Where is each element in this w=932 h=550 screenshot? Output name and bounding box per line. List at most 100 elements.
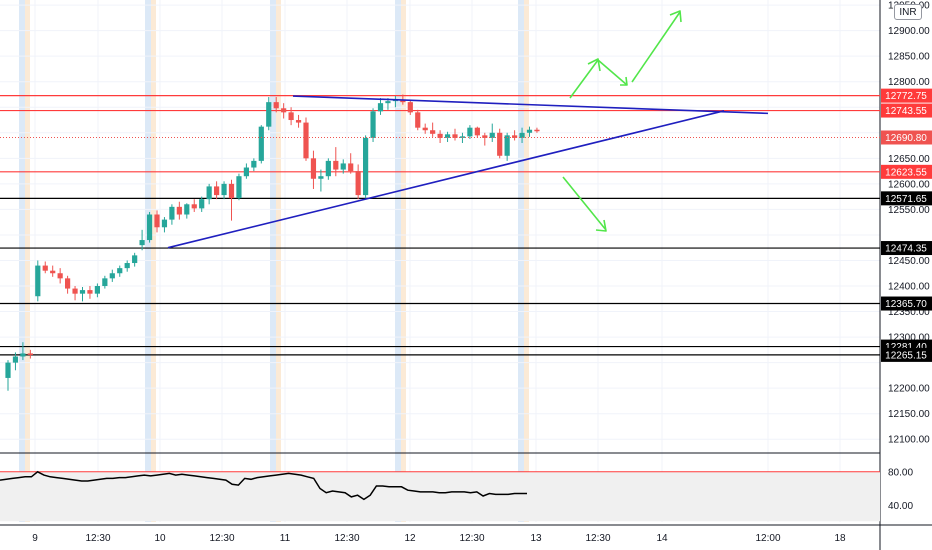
candle-body	[87, 290, 93, 294]
candle-body	[124, 263, 130, 269]
time-tick-label: 9	[32, 533, 38, 544]
candle-body	[5, 362, 11, 378]
price-tick-label: 12900.00	[888, 26, 930, 37]
candle-body	[452, 134, 458, 138]
candle-body	[221, 183, 227, 196]
price-tick-label: 12100.00	[888, 435, 930, 446]
candle-body	[497, 132, 503, 156]
candle-body	[407, 102, 413, 113]
candle-body	[243, 167, 249, 177]
candle-body	[176, 206, 182, 215]
level-label: 12281.40	[885, 342, 927, 353]
time-tick-label: 13	[530, 533, 542, 544]
candle-body	[191, 204, 197, 209]
price-tick-label: 12350.00	[888, 307, 930, 318]
time-tick-label: 12:30	[334, 533, 359, 544]
candle-body	[139, 240, 145, 246]
candle-body	[12, 356, 19, 363]
last-price-label: 12690.80	[885, 133, 927, 144]
candle-body	[94, 286, 100, 294]
price-tick-label: 12650.00	[888, 154, 930, 165]
bear-arrow-head	[595, 219, 607, 232]
level-label: 12772.75	[885, 91, 927, 102]
price-tick-label: 12850.00	[888, 52, 930, 63]
candle-body	[50, 270, 56, 274]
currency-label[interactable]: INR	[894, 4, 922, 20]
candle-body	[42, 265, 48, 271]
candle-body	[35, 265, 41, 297]
candle-body	[236, 176, 242, 199]
candle-body	[266, 102, 272, 127]
candle-body	[348, 163, 354, 172]
candle-body	[109, 273, 115, 279]
time-tick-label: 12:30	[585, 533, 610, 544]
time-tick-label: 12:30	[209, 533, 234, 544]
candle-body	[489, 132, 495, 138]
candle-body	[228, 183, 235, 199]
candle-body	[415, 112, 421, 128]
bull-arrow-leg	[631, 11, 681, 83]
candle-body	[355, 171, 361, 196]
candle-body	[214, 186, 220, 196]
bull-pullback-head	[620, 76, 628, 86]
candle-body	[363, 137, 369, 196]
time-tick-label: 14	[656, 533, 668, 544]
candle-body	[325, 160, 331, 177]
candle-body	[504, 135, 510, 156]
candle-body	[519, 132, 525, 138]
candle-body	[377, 103, 384, 112]
level-label: 12474.35	[885, 244, 927, 255]
candle-body	[333, 160, 339, 170]
candle-body	[437, 133, 443, 138]
level-tag	[881, 88, 932, 103]
trendline-support	[167, 110, 725, 249]
candle-body	[444, 134, 451, 138]
session-band-blue	[395, 0, 401, 522]
candle-body	[474, 127, 480, 136]
candle-body	[370, 111, 376, 138]
price-tick-label: 12200.00	[888, 384, 930, 395]
time-tick-label: 12:30	[85, 533, 110, 544]
candle-body	[340, 163, 346, 170]
session-band-orange	[401, 0, 406, 522]
time-tick-label: 18	[834, 533, 846, 544]
level-tag	[881, 347, 932, 362]
candle-body	[258, 126, 264, 161]
candle-body	[65, 278, 71, 289]
rsi-tick-label: 80.00	[888, 467, 913, 478]
trendline-resistance	[292, 95, 769, 115]
candle-body	[534, 129, 540, 132]
candle-body	[79, 290, 86, 294]
rsi-tick-label: 40.00	[888, 501, 913, 512]
candle-body	[169, 206, 175, 220]
session-band-orange	[151, 0, 156, 522]
candle-body	[526, 129, 533, 133]
level-label: 12743.55	[885, 106, 927, 117]
candle-body	[273, 102, 279, 109]
level-tag	[881, 103, 932, 118]
price-tick-label: 12300.00	[888, 333, 930, 344]
level-tag	[881, 296, 932, 311]
candle-body	[199, 199, 205, 209]
candle-body	[422, 127, 428, 131]
candle-body	[132, 255, 138, 264]
bull-arrow-head	[669, 10, 682, 23]
level-label: 12571.65	[885, 194, 927, 205]
bear-arrow-leg	[562, 176, 607, 231]
level-label: 12623.55	[885, 167, 927, 178]
candle-body	[512, 135, 518, 138]
candle-body	[482, 135, 488, 138]
candle-body	[57, 273, 63, 279]
session-band-orange	[25, 0, 30, 522]
candle-body	[117, 268, 123, 274]
bull-arrow-head	[587, 58, 601, 72]
candle-body	[146, 214, 153, 241]
session-band-orange	[524, 0, 529, 522]
price-tick-label: 12450.00	[888, 256, 930, 267]
candle-body	[288, 112, 294, 121]
candle-body	[318, 176, 324, 179]
time-tick-label: 10	[154, 533, 166, 544]
time-tick-label: 12:30	[459, 533, 484, 544]
candle-body	[281, 108, 287, 113]
